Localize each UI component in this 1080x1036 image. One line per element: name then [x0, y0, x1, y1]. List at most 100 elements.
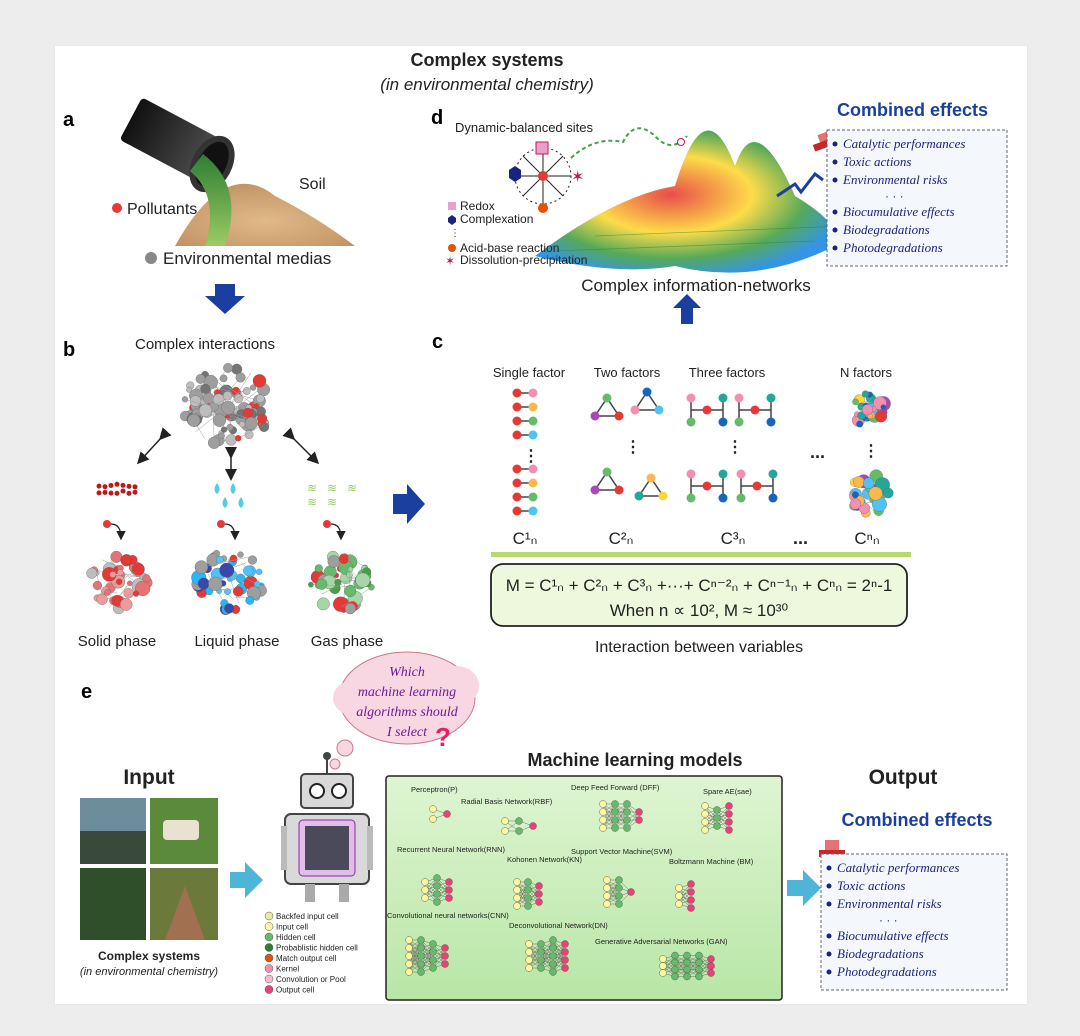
neuron	[695, 958, 703, 967]
legend-cell-3: Hidden cell	[276, 933, 316, 942]
soil-label: Soil	[299, 176, 326, 193]
neuron	[603, 884, 611, 892]
neuron	[529, 822, 537, 830]
svg-text:⋮: ⋮	[523, 448, 539, 465]
drop-icon	[238, 497, 244, 508]
e-effect-4: Biocumulative effects	[837, 928, 949, 943]
neuron	[671, 965, 679, 974]
node	[590, 485, 600, 495]
solid-cluster	[86, 550, 153, 615]
node	[208, 576, 223, 591]
neuron	[603, 892, 611, 900]
node	[875, 410, 888, 423]
node	[344, 602, 356, 615]
d-effect-1: Catalytic performances	[843, 136, 965, 151]
model-label-7: Kohonen Network(KN)	[507, 855, 583, 864]
media-dot-icon	[145, 252, 157, 264]
node	[528, 506, 538, 516]
neuron	[537, 964, 545, 972]
neuron	[701, 818, 709, 826]
neuron	[429, 964, 437, 972]
legend-cell-4: Probablistic hidden cell	[276, 944, 358, 953]
svg-text:⋮: ⋮	[450, 228, 460, 239]
legend-acid-icon	[448, 244, 456, 252]
neuron	[635, 816, 643, 824]
wisp-icon: ≋	[327, 481, 337, 495]
effects-list-e: Catalytic performances Toxic actions Envir…	[826, 860, 959, 979]
gas-cluster	[308, 550, 375, 615]
legend-complexation-icon	[448, 215, 456, 225]
bullet-icon	[826, 933, 832, 939]
node	[686, 393, 696, 403]
phase-label-solid: Solid phase	[78, 633, 156, 650]
site-link-arrow	[570, 127, 688, 159]
e-effects-dots: · · ·	[879, 913, 898, 927]
d-effect-5: Biodegradations	[843, 222, 930, 237]
node	[718, 493, 728, 503]
comb-label-3: C³ₙ	[721, 529, 746, 548]
node	[256, 394, 265, 403]
neuron	[695, 951, 703, 960]
neuron	[445, 886, 453, 894]
legend-complexation: Complexation	[460, 212, 533, 226]
e-effect-1: Catalytic performances	[837, 860, 959, 875]
neuron	[725, 802, 733, 810]
neuron	[549, 952, 557, 960]
node	[528, 388, 538, 398]
node	[734, 393, 744, 403]
d-effect-2: Toxic actions	[843, 154, 912, 169]
neuron	[405, 944, 413, 952]
svg-text:⋮: ⋮	[625, 439, 641, 456]
node	[133, 590, 140, 597]
node	[102, 567, 117, 582]
node	[212, 393, 225, 406]
node	[215, 555, 224, 564]
site-wheel-icon: ✶	[509, 141, 584, 213]
network-label: Complex information-networks	[581, 276, 811, 295]
neuron	[623, 816, 631, 824]
node	[512, 388, 522, 398]
neuron	[687, 888, 695, 896]
neuron	[525, 964, 533, 972]
neuron	[701, 826, 709, 834]
node	[127, 580, 133, 587]
neuron	[524, 878, 532, 886]
neuron	[524, 886, 532, 894]
effects-title-e: Combined effects	[841, 810, 992, 830]
svg-text:⋮: ⋮	[727, 439, 743, 456]
node	[528, 464, 538, 474]
neuron	[549, 936, 557, 944]
formula-line-2: When n ∝ 10², M ≈ 10³⁰	[610, 601, 789, 620]
factor-header-1: Single factor	[493, 365, 566, 380]
node	[255, 568, 263, 575]
neuron	[421, 886, 429, 894]
neuron	[611, 824, 619, 832]
liquid-cluster	[191, 549, 267, 615]
neuron	[725, 818, 733, 826]
neuron	[445, 894, 453, 902]
node	[512, 492, 522, 502]
neuron	[671, 972, 679, 981]
node	[512, 430, 522, 440]
d-effect-6: Photodegradations	[842, 240, 943, 255]
neuron	[421, 878, 429, 886]
neuron	[659, 955, 667, 963]
node	[768, 469, 778, 479]
neuron	[675, 892, 683, 900]
node	[718, 417, 728, 427]
interactions-heading: Complex interactions	[135, 336, 275, 353]
panel-b-letter: b	[63, 339, 75, 361]
bullet-icon	[826, 865, 832, 871]
node	[187, 413, 201, 427]
arrow-solid	[136, 427, 172, 465]
node	[654, 405, 664, 415]
neuron	[417, 944, 425, 952]
node	[244, 430, 254, 440]
input-arrow-icon	[230, 862, 263, 898]
neuron	[561, 940, 569, 948]
node	[750, 405, 760, 415]
node	[512, 402, 522, 412]
node	[224, 603, 235, 614]
neuron	[615, 900, 623, 908]
down-arrow-icon	[205, 284, 245, 314]
